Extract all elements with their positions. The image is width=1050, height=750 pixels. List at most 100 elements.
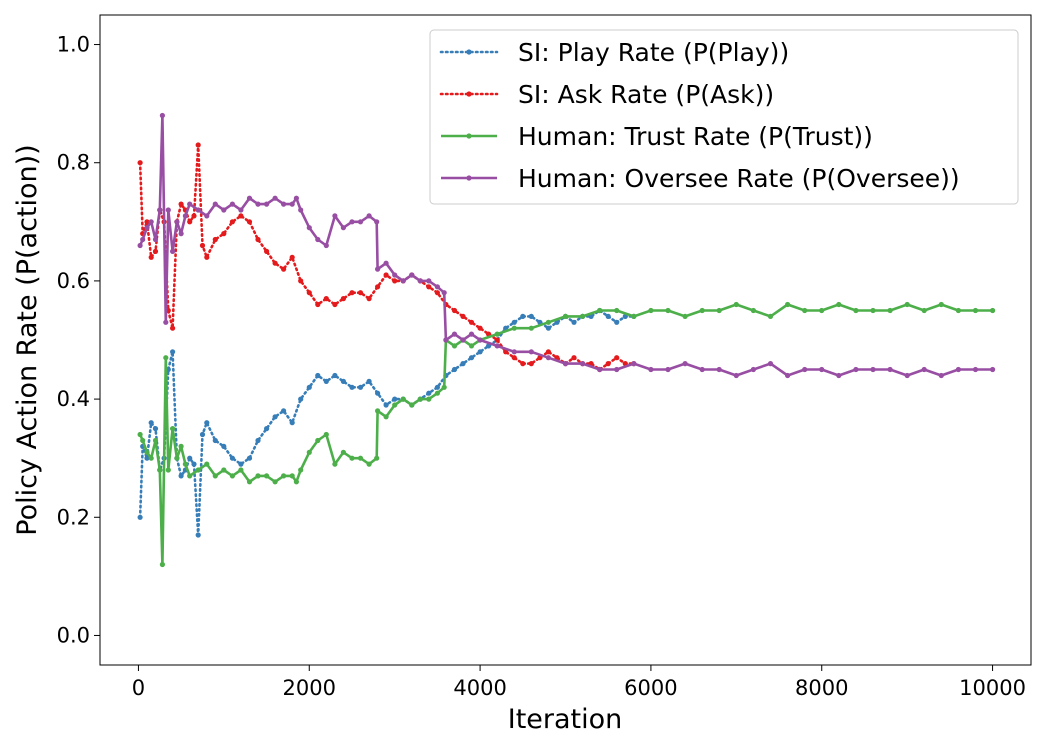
data-point [409,402,415,408]
data-point [511,319,517,325]
data-point [520,361,526,367]
series-layer [137,112,996,568]
data-point [443,337,449,343]
legend-item: Human: Trust Rate (P(Trust)) [441,122,873,151]
data-point [212,437,218,444]
data-point [477,325,483,331]
data-point [246,195,253,201]
data-point [221,231,227,237]
legend-box [429,29,1019,205]
data-point [298,396,304,402]
data-point [187,455,193,461]
data-point [340,378,346,384]
data-point [375,266,381,272]
data-point [434,284,440,290]
data-point [289,473,295,479]
data-point [392,272,398,278]
x-tick-label: 10000 [959,676,1026,700]
data-point [383,260,389,266]
data-point [853,307,859,314]
data-point [468,331,475,337]
data-point [562,313,569,319]
data-point [221,467,227,473]
data-point [468,319,475,325]
data-point [349,384,355,390]
data-point [174,219,180,225]
data-point [238,213,244,219]
legend-item: Human: Oversee Rate (P(Oversee)) [441,164,960,193]
data-point [631,361,637,367]
data-point [441,384,447,390]
data-point [229,473,235,479]
data-point [306,449,312,455]
data-point [332,372,338,379]
data-point [157,467,163,473]
data-point [157,207,163,213]
y-tick-label: 0.8 [57,151,90,175]
data-point [281,201,287,207]
data-point [140,437,146,444]
data-point [281,408,287,414]
data-point [571,355,577,361]
y-tick-label: 0.2 [57,505,90,529]
data-point [238,461,244,467]
data-point [392,402,398,408]
data-point [293,195,299,201]
data-point [955,366,962,373]
data-point [785,372,791,379]
data-point [264,473,270,479]
data-point [580,313,586,319]
data-point [238,207,244,213]
data-point [289,254,295,260]
data-point [144,455,150,461]
data-point [159,112,165,119]
data-point [293,479,299,485]
data-point [195,142,201,148]
data-point [580,361,586,367]
data-point [631,313,637,319]
data-point [272,195,278,201]
data-point [178,443,184,449]
data-point [383,272,389,278]
data-point [195,207,201,213]
data-point [733,301,739,308]
data-point [340,296,346,302]
data-point [191,461,197,467]
data-point [733,372,739,379]
data-point [511,349,517,355]
data-point [605,361,611,367]
data-point [477,349,483,355]
data-point [417,396,423,402]
data-point [246,455,253,461]
legend-item: SI: Ask Rate (P(Ask)) [439,80,774,109]
data-point [165,207,171,213]
x-tick-label: 2000 [283,676,336,700]
data-point [187,473,193,479]
data-point [802,307,808,314]
data-point [426,396,432,402]
data-point [434,390,440,396]
data-point [221,443,227,449]
data-point [819,307,825,314]
data-point [340,225,346,231]
data-point [605,313,611,319]
data-point [366,461,372,467]
data-point [174,455,180,461]
data-point [349,455,355,461]
data-point [298,467,304,473]
data-point [460,313,466,319]
data-point [853,366,859,373]
data-point [195,467,201,473]
data-point [238,467,244,473]
legend-label: Human: Oversee Rate (P(Oversee)) [518,164,960,193]
data-point [221,207,227,213]
data-point [298,278,304,284]
data-point [545,355,552,361]
data-point [212,236,218,243]
data-point [682,313,688,319]
data-point [148,219,154,225]
data-point [170,325,176,331]
data-point [255,236,261,243]
data-point [315,372,321,379]
data-point [163,319,169,325]
